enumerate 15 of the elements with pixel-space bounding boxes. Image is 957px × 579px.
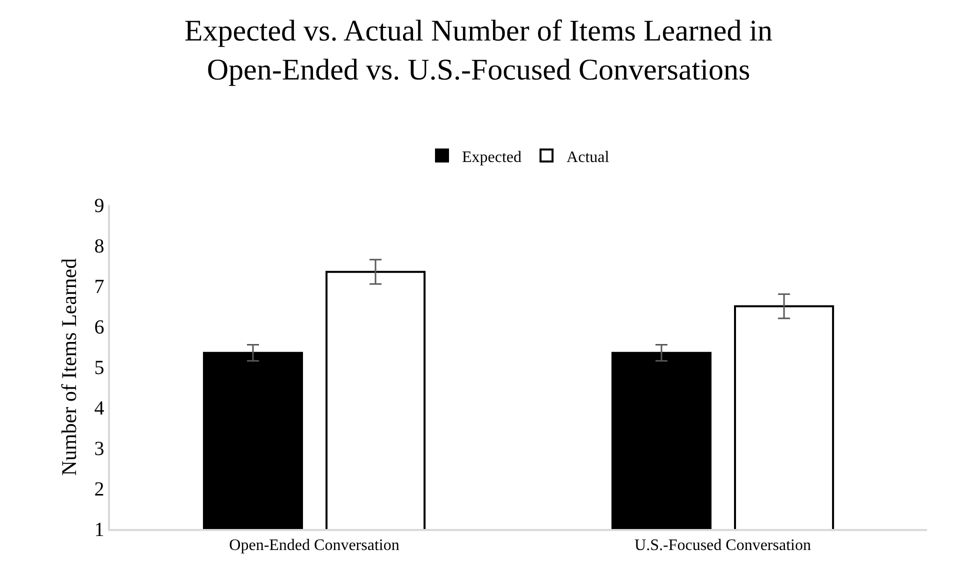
y-tick-label: 5	[94, 357, 104, 379]
legend-label: Expected	[462, 148, 522, 166]
y-tick-label: 2	[94, 478, 104, 500]
y-tick-label: 6	[94, 316, 104, 338]
legend-label: Actual	[566, 148, 610, 166]
y-tick-label: 8	[94, 236, 104, 258]
y-tick-label: 3	[94, 438, 104, 460]
x-tick-label: U.S.-Focused Conversation	[634, 536, 811, 554]
x-tick-label: Open-Ended Conversation	[229, 536, 400, 554]
chart-title: Expected vs. Actual Number of Items Learned in Open-Ended vs. U.S.-Focused Conversations	[184, 14, 773, 87]
y-axis-title: Number of Items Learned	[56, 258, 81, 476]
y-tick-label: 4	[94, 398, 104, 420]
y-tick-label: 1	[94, 519, 104, 541]
y-tick-label: 9	[94, 195, 104, 217]
y-tick-label: 7	[94, 276, 104, 298]
